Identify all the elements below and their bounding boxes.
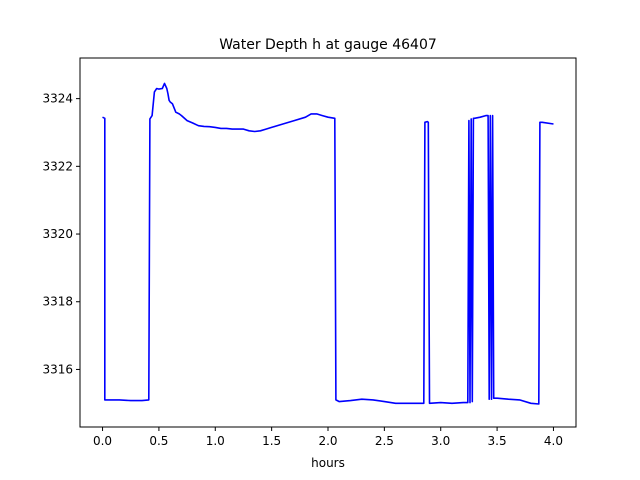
x-tick-label: 0.0 bbox=[93, 434, 112, 448]
x-tick-label: 0.5 bbox=[149, 434, 168, 448]
x-tick-label: 3.0 bbox=[431, 434, 450, 448]
y-tick-label: 3324 bbox=[42, 92, 73, 106]
x-axis-label: hours bbox=[311, 456, 345, 470]
y-tick-label: 3318 bbox=[42, 295, 73, 309]
chart-title: Water Depth h at gauge 46407 bbox=[219, 37, 437, 53]
ticks-layer: 0.0 0.5 1.0 1.5 2.0 2.5 3.0 3.5 4.0 3316 3318 3320 3… bbox=[42, 92, 563, 448]
x-tick-label: 2.0 bbox=[318, 434, 337, 448]
y-tick-label: 3322 bbox=[42, 159, 73, 173]
x-tick-label: 1.0 bbox=[206, 434, 225, 448]
y-tick-label: 3316 bbox=[42, 362, 73, 376]
x-tick-label: 4.0 bbox=[544, 434, 563, 448]
x-tick-label: 1.5 bbox=[262, 434, 281, 448]
x-tick-label: 3.5 bbox=[488, 434, 507, 448]
y-tick-label: 3320 bbox=[42, 227, 73, 241]
plot-layer bbox=[102, 82, 554, 405]
x-tick-label: 2.5 bbox=[375, 434, 394, 448]
series-line-1 bbox=[102, 82, 554, 405]
